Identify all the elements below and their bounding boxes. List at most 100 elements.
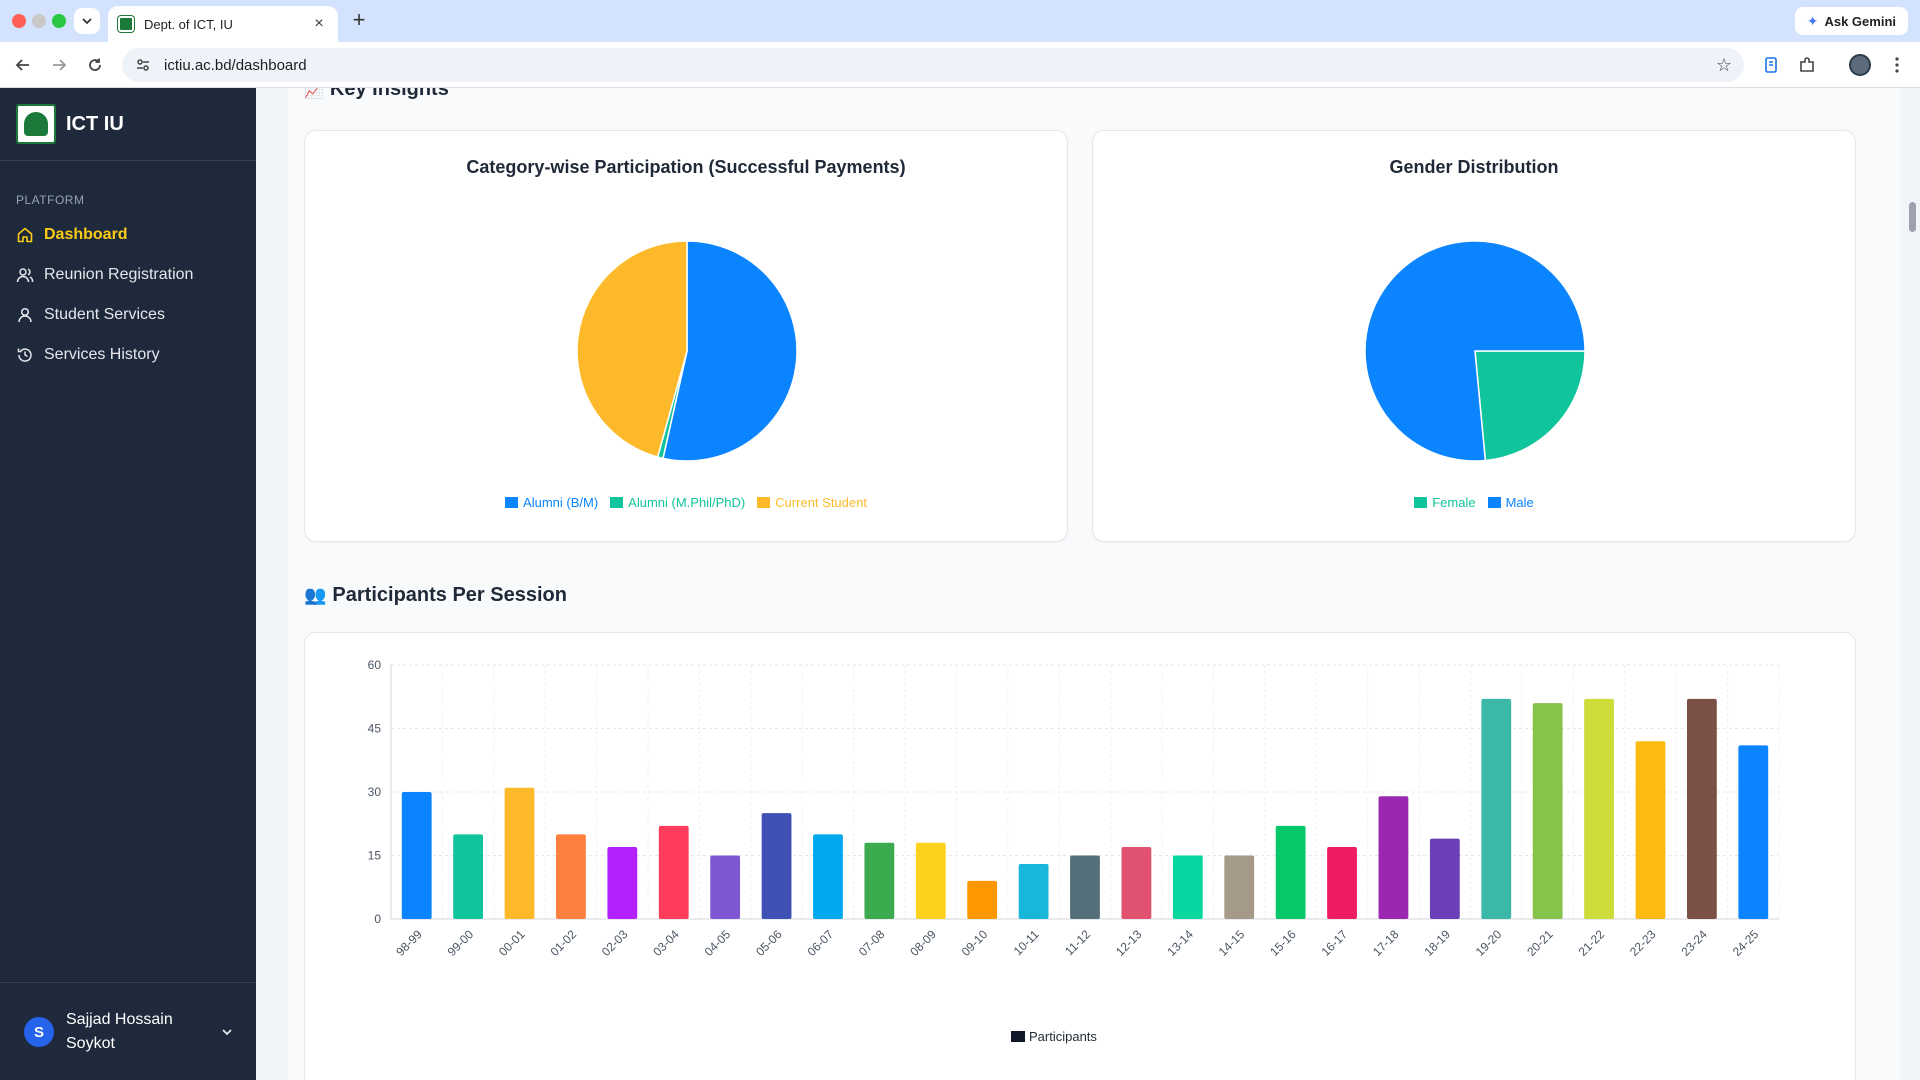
new-tab-button[interactable]: + <box>352 7 366 32</box>
bar-15-16[interactable] <box>1275 825 1306 919</box>
legend-swatch <box>505 497 519 508</box>
bar-24-25[interactable] <box>1738 745 1769 919</box>
bar-22-23[interactable] <box>1635 741 1666 919</box>
section-title: Key Insights <box>329 88 449 100</box>
bar-23-24[interactable] <box>1686 698 1717 919</box>
ask-gemini-label: Ask Gemini <box>1824 13 1896 29</box>
gender-distribution-card: Gender Distribution Female Male <box>1092 130 1856 542</box>
legend-item[interactable]: Alumni (B/M) <box>505 495 598 510</box>
x-tick-label: 09-10 <box>959 927 991 959</box>
sidebar-item-label: Student Services <box>44 306 165 323</box>
legend-item[interactable]: Alumni (M.Phil/PhD) <box>610 495 745 510</box>
key-insights-heading: 📈 Key Insights <box>304 88 449 101</box>
bar-21-22[interactable] <box>1584 698 1614 919</box>
bar-04-05[interactable] <box>710 855 741 920</box>
close-window-button[interactable] <box>12 14 26 28</box>
category-pie-chart <box>576 240 798 462</box>
y-tick-label: 30 <box>368 785 382 799</box>
x-tick-label: 11-12 <box>1062 927 1093 958</box>
browser-tab-bar: Dept. of ICT, IU × + ✦ Ask Gemini <box>0 0 1920 42</box>
bar-08-09[interactable] <box>915 842 946 919</box>
participants-per-session-card: 0 15 30 45 60 98-99 99-00 00-01 01-02 02-03 03-04 0… <box>304 632 1856 1080</box>
sidebar-item-services-history[interactable]: Services History <box>16 335 246 375</box>
legend-label[interactable]: Participants <box>1029 1029 1097 1044</box>
browser-tab-active[interactable]: Dept. of ICT, IU × <box>108 6 338 42</box>
legend-item[interactable]: Male <box>1487 495 1534 510</box>
user-menu[interactable]: S Sajjad Hossain Soykot <box>24 1008 234 1056</box>
bar-02-03[interactable] <box>607 847 638 919</box>
section-title: Participants Per Session <box>332 584 567 606</box>
x-tick-label: 05-06 <box>753 927 785 959</box>
bar-06-07[interactable] <box>813 834 843 919</box>
x-tick-label: 98-99 <box>393 927 425 959</box>
legend-swatch <box>1487 497 1501 508</box>
ask-gemini-button[interactable]: ✦ Ask Gemini <box>1794 7 1908 35</box>
bar-19-20[interactable] <box>1481 698 1512 919</box>
users-icon <box>16 268 34 283</box>
browser-menu-icon[interactable] <box>1886 54 1908 76</box>
bar-18-19[interactable] <box>1429 838 1460 919</box>
back-button[interactable] <box>10 52 36 78</box>
legend-label: Current Student <box>775 495 867 510</box>
reload-icon <box>89 58 101 71</box>
chart-emoji-icon: 📈 <box>304 88 324 99</box>
legend-label: Male <box>1505 495 1534 510</box>
bar-01-02[interactable] <box>556 834 586 919</box>
pie-slice-male[interactable] <box>1364 240 1586 462</box>
profile-avatar-icon[interactable] <box>1849 54 1871 76</box>
close-tab-icon[interactable]: × <box>314 15 324 32</box>
chart-title: Gender Distribution <box>1389 157 1559 177</box>
reading-mode-icon[interactable] <box>1760 54 1782 76</box>
main-content: 📈 Key Insights Category-wise Participati… <box>256 88 1920 1080</box>
x-tick-label: 20-21 <box>1524 927 1556 959</box>
pie-slice-alumni-b-m-[interactable] <box>662 240 798 462</box>
bar-14-15[interactable] <box>1224 855 1255 920</box>
gender-pie-chart <box>1364 240 1586 462</box>
tab-search-button[interactable] <box>74 8 100 34</box>
avatar: S <box>24 1017 54 1047</box>
reload-button[interactable] <box>82 52 108 78</box>
pie-slice-female[interactable] <box>1474 350 1586 462</box>
extensions-icon[interactable] <box>1796 54 1818 76</box>
legend-item[interactable]: Female <box>1414 495 1476 510</box>
bar-98-99[interactable] <box>401 792 432 919</box>
x-tick-label: 99-00 <box>445 927 477 959</box>
x-tick-label: 12-13 <box>1113 927 1145 959</box>
x-tick-label: 23-24 <box>1678 927 1710 959</box>
bar-16-17[interactable] <box>1327 847 1357 919</box>
bar-09-10[interactable] <box>967 880 998 919</box>
bar-00-01[interactable] <box>504 787 535 919</box>
legend-label: Alumni (M.Phil/PhD) <box>628 495 746 510</box>
bar-10-11[interactable] <box>1018 863 1049 919</box>
x-tick-label: 14-15 <box>1216 927 1248 959</box>
bar-17-18[interactable] <box>1378 796 1409 919</box>
pie-slice-current-student[interactable] <box>576 240 688 458</box>
nav-section-label: PLATFORM <box>16 193 85 207</box>
bookmark-star-icon[interactable]: ☆ <box>1715 54 1732 75</box>
sidebar-item-reunion-registration[interactable]: Reunion Registration <box>16 255 246 295</box>
forward-button[interactable] <box>46 52 72 78</box>
category-participation-card: Category-wise Participation (Successful … <box>304 130 1068 542</box>
sidebar-item-student-services[interactable]: Student Services <box>16 295 246 335</box>
address-bar[interactable]: ictiu.ac.bd/dashboard ☆ <box>122 48 1744 82</box>
maximize-window-button[interactable] <box>52 14 66 28</box>
legend-item[interactable]: Current Student <box>757 495 867 510</box>
bar-13-14[interactable] <box>1172 855 1203 920</box>
x-tick-label: 22-23 <box>1627 927 1659 959</box>
bar-11-12[interactable] <box>1070 855 1100 920</box>
site-settings-icon[interactable] <box>134 56 152 74</box>
bar-12-13[interactable] <box>1121 847 1152 919</box>
legend-swatch <box>757 497 771 508</box>
participants-heading: 👥 Participants Per Session <box>304 584 567 607</box>
bar-05-06[interactable] <box>761 813 792 919</box>
bar-99-00[interactable] <box>453 834 484 919</box>
brand[interactable]: ICT IU <box>16 104 124 144</box>
bar-03-04[interactable] <box>658 825 689 919</box>
y-tick-label: 0 <box>374 912 381 926</box>
sidebar: ICT IU PLATFORM Dashboard Reunion Regist… <box>0 88 256 1080</box>
bar-20-21[interactable] <box>1532 703 1563 919</box>
sidebar-item-dashboard[interactable]: Dashboard <box>16 215 246 255</box>
bar-07-08[interactable] <box>864 842 895 919</box>
page-scrollbar[interactable] <box>1909 202 1916 232</box>
minimize-window-button[interactable] <box>32 14 46 28</box>
